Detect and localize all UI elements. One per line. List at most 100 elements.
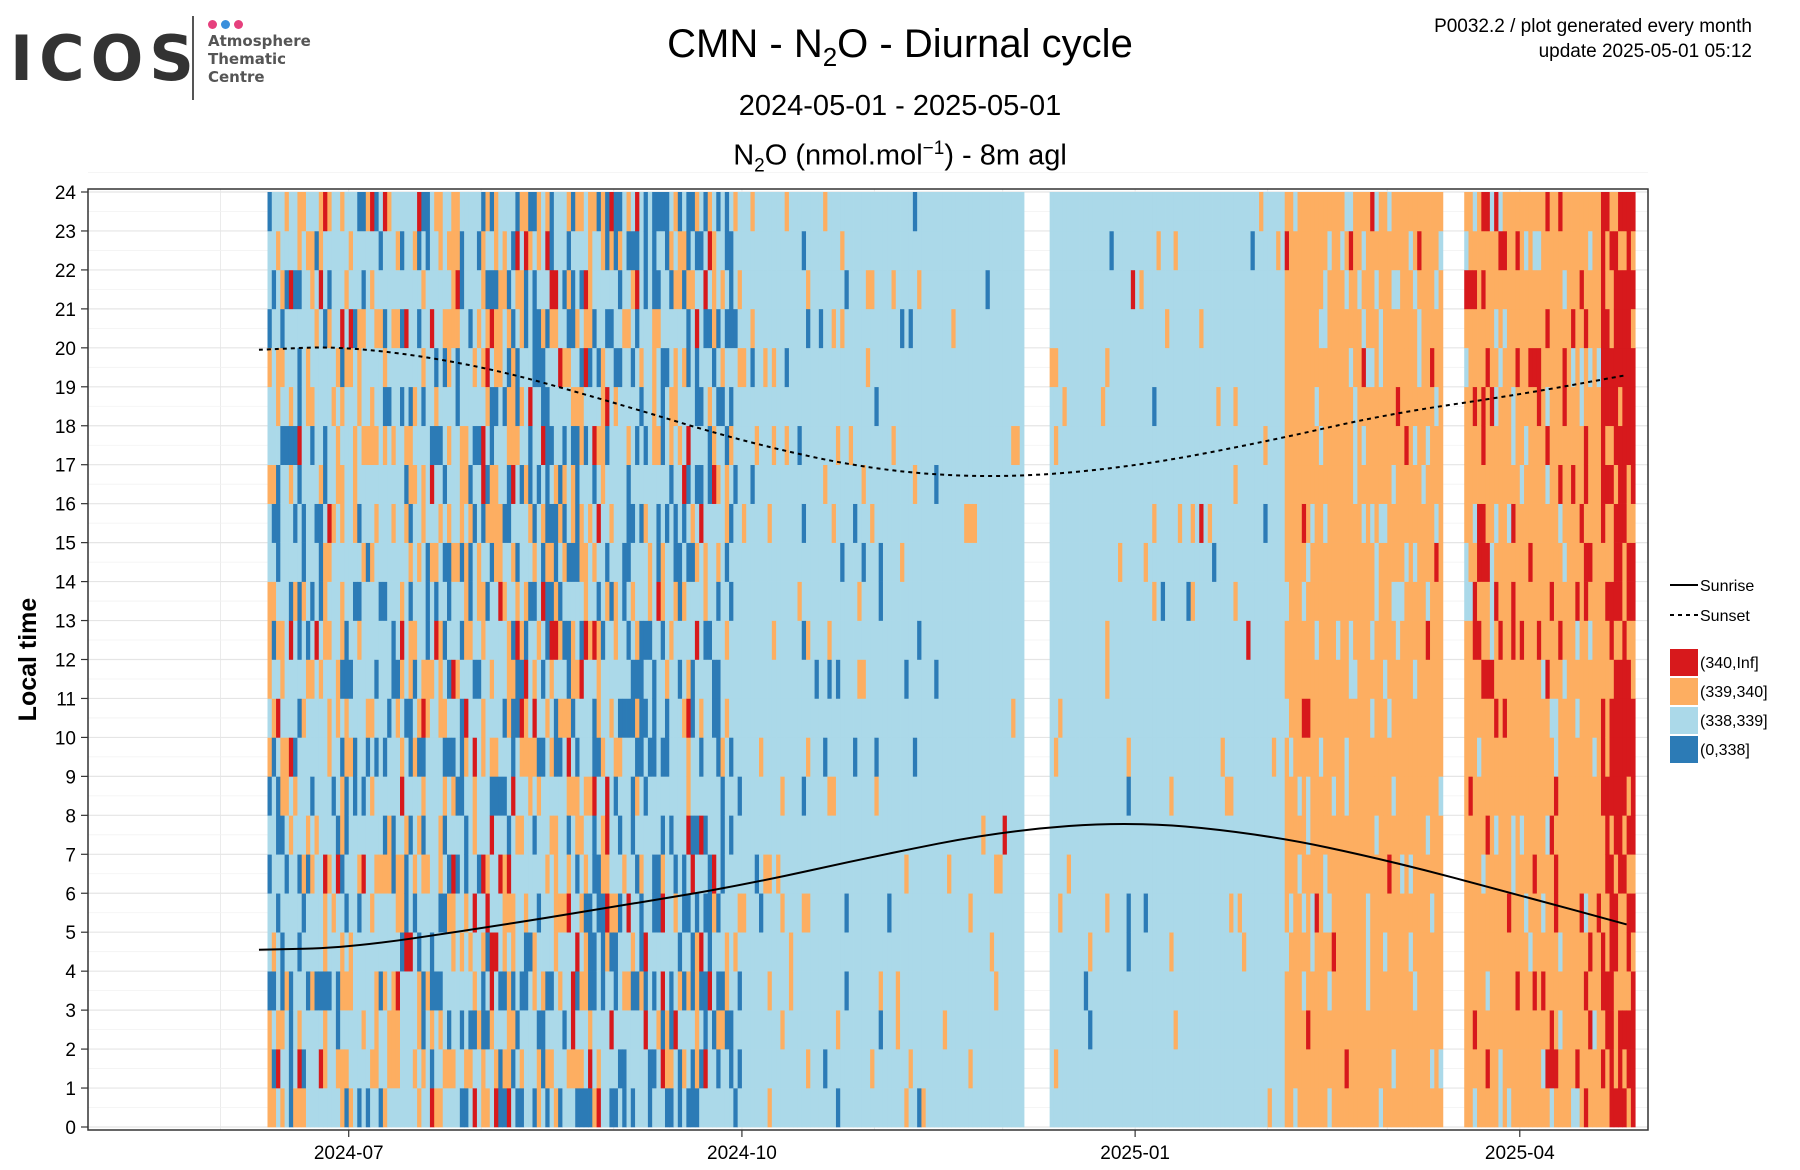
- heatmap-cell: [528, 932, 533, 972]
- heatmap-cell: [1058, 192, 1063, 232]
- heatmap-cell: [442, 659, 448, 699]
- heatmap-cell: [776, 1049, 781, 1089]
- heatmap-cell: [797, 971, 803, 1011]
- heatmap-cell: [434, 347, 439, 388]
- heatmap-cell: [968, 659, 974, 699]
- heatmap-cell: [699, 581, 704, 621]
- heatmap-cell: [707, 503, 713, 543]
- heatmap-cell: [404, 776, 409, 816]
- heatmap-cell: [558, 815, 563, 855]
- heatmap-cell: [451, 776, 456, 816]
- heatmap-cell: [438, 854, 444, 894]
- heatmap-cell: [519, 308, 525, 349]
- heatmap-cell: [806, 581, 811, 621]
- heatmap-cell: [874, 932, 880, 972]
- heatmap-cell: [976, 542, 982, 582]
- heatmap-cell: [442, 854, 448, 894]
- heatmap-cell: [532, 893, 538, 933]
- heatmap-cell: [942, 698, 948, 738]
- heatmap-cell: [502, 932, 508, 972]
- heatmap-cell: [947, 815, 952, 855]
- heatmap-cell: [344, 581, 350, 621]
- heatmap-cell: [609, 386, 615, 427]
- heatmap-cell: [617, 464, 623, 504]
- heatmap-cell: [489, 1010, 495, 1050]
- heatmap-cell: [545, 308, 550, 349]
- heatmap-cell: [908, 581, 914, 621]
- heatmap-cell: [741, 971, 747, 1011]
- heatmap-cell: [579, 542, 585, 582]
- heatmap-cell: [1053, 854, 1059, 894]
- heatmap-cell: [468, 815, 474, 855]
- heatmap-cell: [1156, 230, 1162, 271]
- heatmap-cell: [395, 698, 401, 738]
- heatmap-cell: [310, 971, 315, 1011]
- heatmap-cell: [895, 347, 901, 388]
- heatmap-cell: [1092, 308, 1098, 349]
- heatmap-cell: [391, 542, 397, 582]
- heatmap-cell: [686, 659, 692, 699]
- heatmap-cell: [1053, 1088, 1059, 1128]
- heatmap-cell: [814, 1049, 820, 1089]
- heatmap-cell: [1006, 893, 1012, 933]
- heatmap-cell: [314, 308, 320, 349]
- heatmap-cell: [596, 230, 602, 271]
- heatmap-cell: [861, 737, 867, 777]
- heatmap-cell: [387, 347, 392, 388]
- heatmap-cell: [912, 269, 918, 310]
- heatmap-cell: [1075, 893, 1080, 933]
- heatmap-cell: [506, 581, 512, 621]
- heatmap-cell: [626, 425, 632, 466]
- heatmap-cell: [395, 1088, 401, 1128]
- heatmap-cell: [690, 776, 696, 816]
- heatmap-cell: [622, 347, 627, 388]
- heatmap-cell: [447, 425, 452, 466]
- heatmap-cell: [605, 1049, 610, 1089]
- heatmap-cell: [724, 230, 730, 271]
- heatmap-cell: [382, 542, 388, 582]
- heatmap-cell: [703, 776, 709, 816]
- heatmap-cell: [284, 386, 290, 427]
- heatmap-cell: [1105, 1088, 1110, 1128]
- heatmap-cell: [613, 347, 619, 388]
- heatmap-cell: [635, 1049, 640, 1089]
- heatmap-cell: [489, 386, 495, 427]
- heatmap-cell: [874, 425, 880, 466]
- heatmap-cell: [476, 698, 482, 738]
- heatmap-cell: [438, 776, 444, 816]
- heatmap-cell: [895, 1010, 901, 1050]
- heatmap-cell: [656, 503, 662, 543]
- heatmap-cell: [788, 1010, 794, 1050]
- heatmap-cell: [870, 308, 875, 349]
- heatmap-cell: [267, 815, 273, 855]
- heatmap-cell: [1109, 464, 1115, 504]
- heatmap-cell: [853, 464, 858, 504]
- heatmap-cell: [605, 230, 610, 271]
- heatmap-cell: [801, 386, 807, 427]
- heatmap-cell: [575, 347, 580, 388]
- heatmap-cell: [421, 854, 427, 894]
- heatmap-cell: [1002, 932, 1008, 972]
- heatmap-cell: [917, 464, 922, 504]
- heatmap-cell: [904, 854, 910, 894]
- heatmap-cell: [746, 1049, 751, 1089]
- heatmap-cell: [1160, 1049, 1166, 1089]
- heatmap-cell: [617, 620, 623, 660]
- title-species-rest: O: [837, 22, 869, 66]
- heatmap-cell: [729, 269, 734, 310]
- heatmap-cell: [664, 347, 670, 388]
- heatmap-cell: [882, 1049, 888, 1089]
- heatmap-cell: [673, 503, 679, 543]
- heatmap-cell: [1160, 386, 1166, 427]
- heatmap-cell: [549, 737, 555, 777]
- heatmap-cell: [865, 737, 871, 777]
- heatmap-cell: [472, 464, 478, 504]
- heatmap-cell: [1096, 347, 1102, 388]
- heatmap-cell: [771, 192, 777, 232]
- heatmap-cell: [964, 971, 969, 1011]
- heatmap-cell: [827, 269, 833, 310]
- title-sep: -: [758, 22, 794, 66]
- heatmap-cell: [622, 192, 627, 232]
- heatmap-cell: [455, 1010, 461, 1050]
- heatmap-cell: [391, 1088, 397, 1128]
